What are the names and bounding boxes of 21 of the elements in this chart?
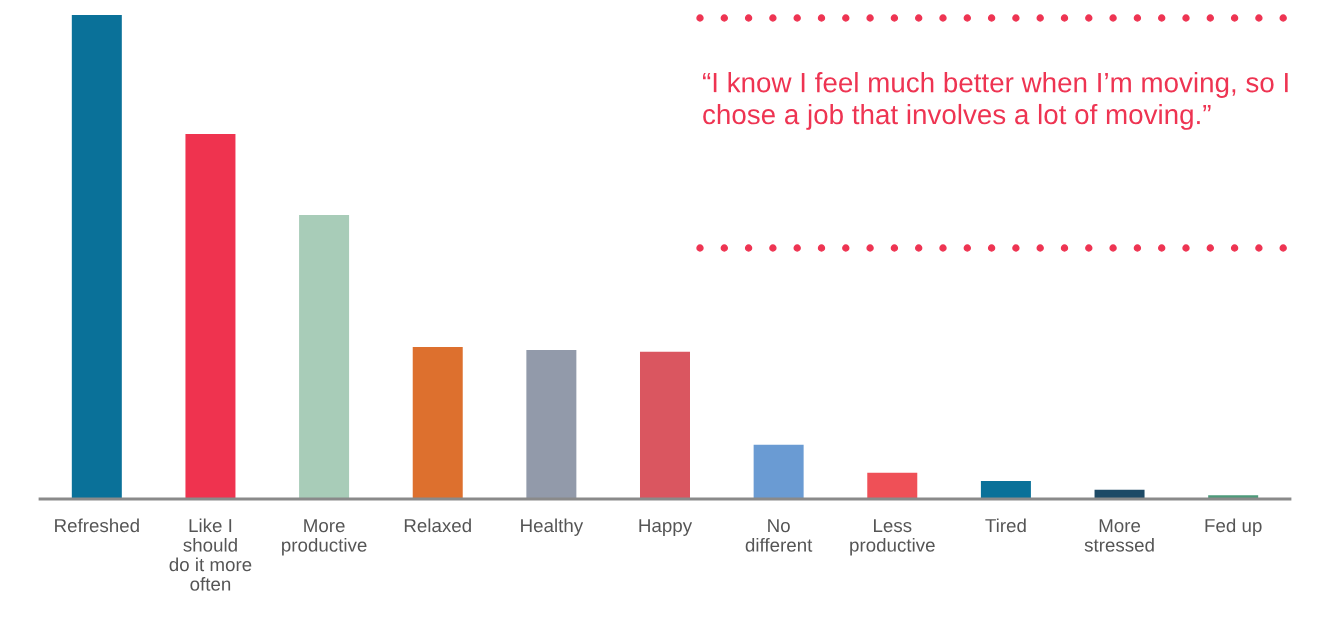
annotation: “I know I feel much better when I’m moving, so I chose a job that involves a lot of moving.”: [703, 72, 1288, 130]
x-tick-label: Like I should do it more often: [169, 518, 252, 591]
bar: [412, 347, 463, 499]
bar: [299, 214, 350, 499]
x-tick-label: More productive: [282, 519, 367, 556]
x-tick-label: Tired: [985, 518, 1026, 533]
bar: [71, 15, 122, 499]
bar: [185, 134, 236, 499]
x-tick-label: Refreshed: [55, 518, 139, 533]
x-tick-label: Happy: [639, 519, 693, 536]
x-tick-label: Less productive: [850, 519, 935, 556]
x-tick-label: Healthy: [521, 518, 584, 536]
x-tick-label: No different: [745, 519, 813, 552]
x-tick-label: Fed up: [1205, 518, 1262, 536]
bar: [753, 444, 804, 499]
bar: [526, 349, 577, 499]
bar: [867, 472, 918, 499]
x-tick-label: More stressed: [1084, 519, 1154, 552]
bar: [640, 351, 690, 499]
x-tick-label: Relaxed: [404, 518, 471, 533]
bar: [980, 481, 1031, 499]
